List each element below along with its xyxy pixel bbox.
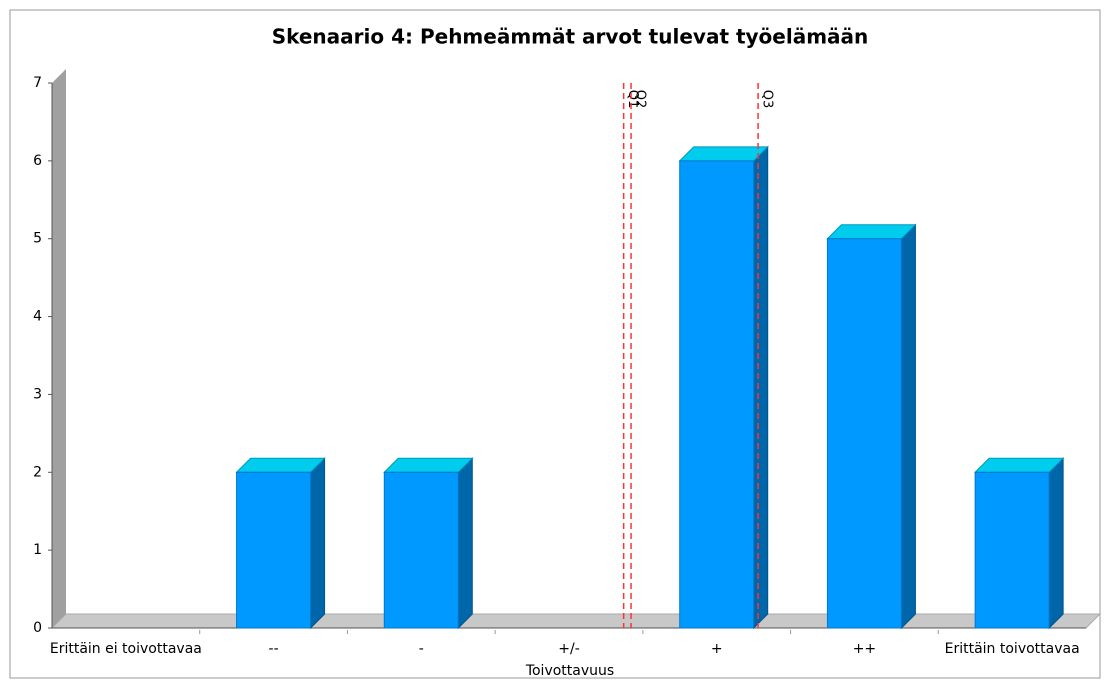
marker-label: Q3 xyxy=(760,90,775,109)
x-tick-label: Erittäin ei toivottavaa xyxy=(50,641,202,657)
y-tick-label: 7 xyxy=(33,75,42,91)
bar-top xyxy=(826,224,917,240)
bar-top xyxy=(383,457,474,473)
bar xyxy=(679,160,755,629)
chart-title: Skenaario 4: Pehmeämmät arvot tulevat ty… xyxy=(272,25,869,49)
frame xyxy=(9,9,1101,679)
y-tick-label: 3 xyxy=(33,386,42,402)
x-tick-label: + xyxy=(711,641,723,657)
x-tick-label: -- xyxy=(269,641,279,657)
bar-side xyxy=(900,223,916,630)
y-tick-label: 0 xyxy=(33,620,42,636)
x-axis-label: Toivottavuus xyxy=(525,663,614,679)
bar xyxy=(383,471,459,629)
bar-top xyxy=(973,457,1065,473)
y-tick-label: 6 xyxy=(33,153,42,169)
y-tick-label: 2 xyxy=(33,464,42,480)
y-tick-label: 1 xyxy=(33,542,42,558)
floor xyxy=(50,613,1102,629)
y-tick-label: 5 xyxy=(33,231,42,247)
bar xyxy=(974,471,1050,629)
marker-label: Q2 xyxy=(633,90,648,109)
y-axis-wall xyxy=(52,69,66,628)
bar-side xyxy=(310,457,326,630)
bar-side xyxy=(1048,457,1064,630)
bar xyxy=(826,238,902,629)
x-tick-label: ++ xyxy=(853,641,876,657)
x-tick-label: +/- xyxy=(558,641,580,657)
bar-top xyxy=(235,457,326,473)
bar-side xyxy=(753,145,769,630)
x-tick-label: - xyxy=(419,641,424,657)
bar xyxy=(236,471,312,629)
bar-top xyxy=(678,146,769,162)
bar-side xyxy=(457,457,473,630)
y-tick-label: 4 xyxy=(33,309,42,325)
marker-label: Q1 xyxy=(625,90,640,109)
x-tick-label: Erittäin toivottavaa xyxy=(945,641,1080,657)
